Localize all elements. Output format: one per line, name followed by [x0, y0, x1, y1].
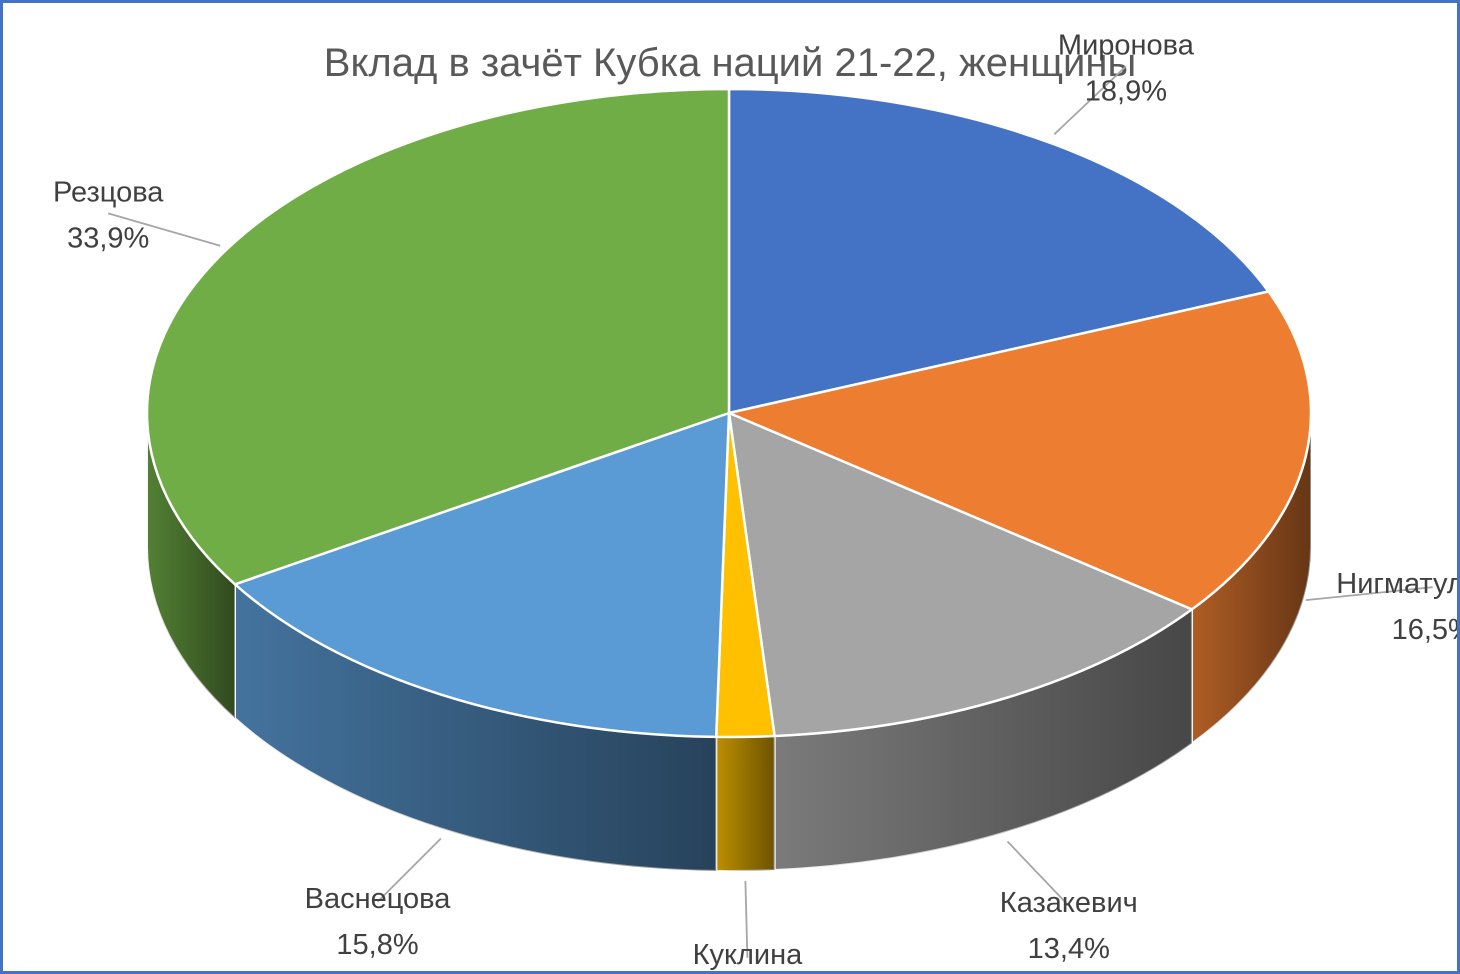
- slice-label-нигматуллина: Нигматуллина: [1336, 568, 1457, 600]
- slice-value-резцова: 33,9%: [67, 222, 149, 254]
- pie-side-shade-куклина: [716, 736, 775, 871]
- pie-slice-нигматуллина: [727, 290, 1313, 611]
- leader-line-миронова: [1053, 65, 1127, 135]
- leader-lines: [107, 65, 1433, 958]
- leader-line-казакевич: [1006, 840, 1070, 907]
- data-labels: Миронова 18,9% Нигматуллина 16,5% Казакевич 1…: [53, 29, 1457, 971]
- pie-slice-казакевич: [727, 411, 1194, 738]
- pie-chart: Вклад в зачёт Кубка наций 21-22, женщины…: [53, 29, 1457, 971]
- pie-slice-васнецова: [233, 411, 731, 739]
- slice-value-нигматуллина: 16,5%: [1392, 614, 1457, 646]
- slice-value-миронова: 18,9%: [1085, 75, 1167, 107]
- slice-label-казакевич: Казакевич: [1000, 887, 1138, 919]
- slice-value-казакевич: 13,4%: [1028, 933, 1110, 965]
- pie-slice-миронова: [727, 87, 1270, 415]
- leader-line-резцова: [107, 212, 221, 247]
- pie-slice-резцова: [145, 87, 731, 586]
- slice-label-миронова: Миронова: [1058, 29, 1195, 61]
- pie-sides: [146, 412, 1312, 872]
- slice-label-куклина: Куклина: [693, 939, 804, 971]
- pie-side-shade-нигматуллина: [1191, 413, 1311, 744]
- slice-label-васнецова: Васнецова: [305, 883, 452, 915]
- leader-line-нигматуллина: [1305, 586, 1433, 601]
- chart-title: Вклад в зачёт Кубка наций 21-22, женщины: [324, 41, 1136, 85]
- pie-side-shade-васнецова: [235, 584, 717, 871]
- slice-value-васнецова: 15,8%: [336, 929, 418, 961]
- leader-line-куклина: [744, 880, 749, 958]
- leader-line-васнецова: [376, 837, 442, 903]
- slice-label-резцова: Резцова: [53, 176, 164, 208]
- pie-tops: [145, 87, 1313, 739]
- pie-side-shade-казакевич: [774, 609, 1192, 870]
- pie-side-shade-резцова: [147, 413, 235, 719]
